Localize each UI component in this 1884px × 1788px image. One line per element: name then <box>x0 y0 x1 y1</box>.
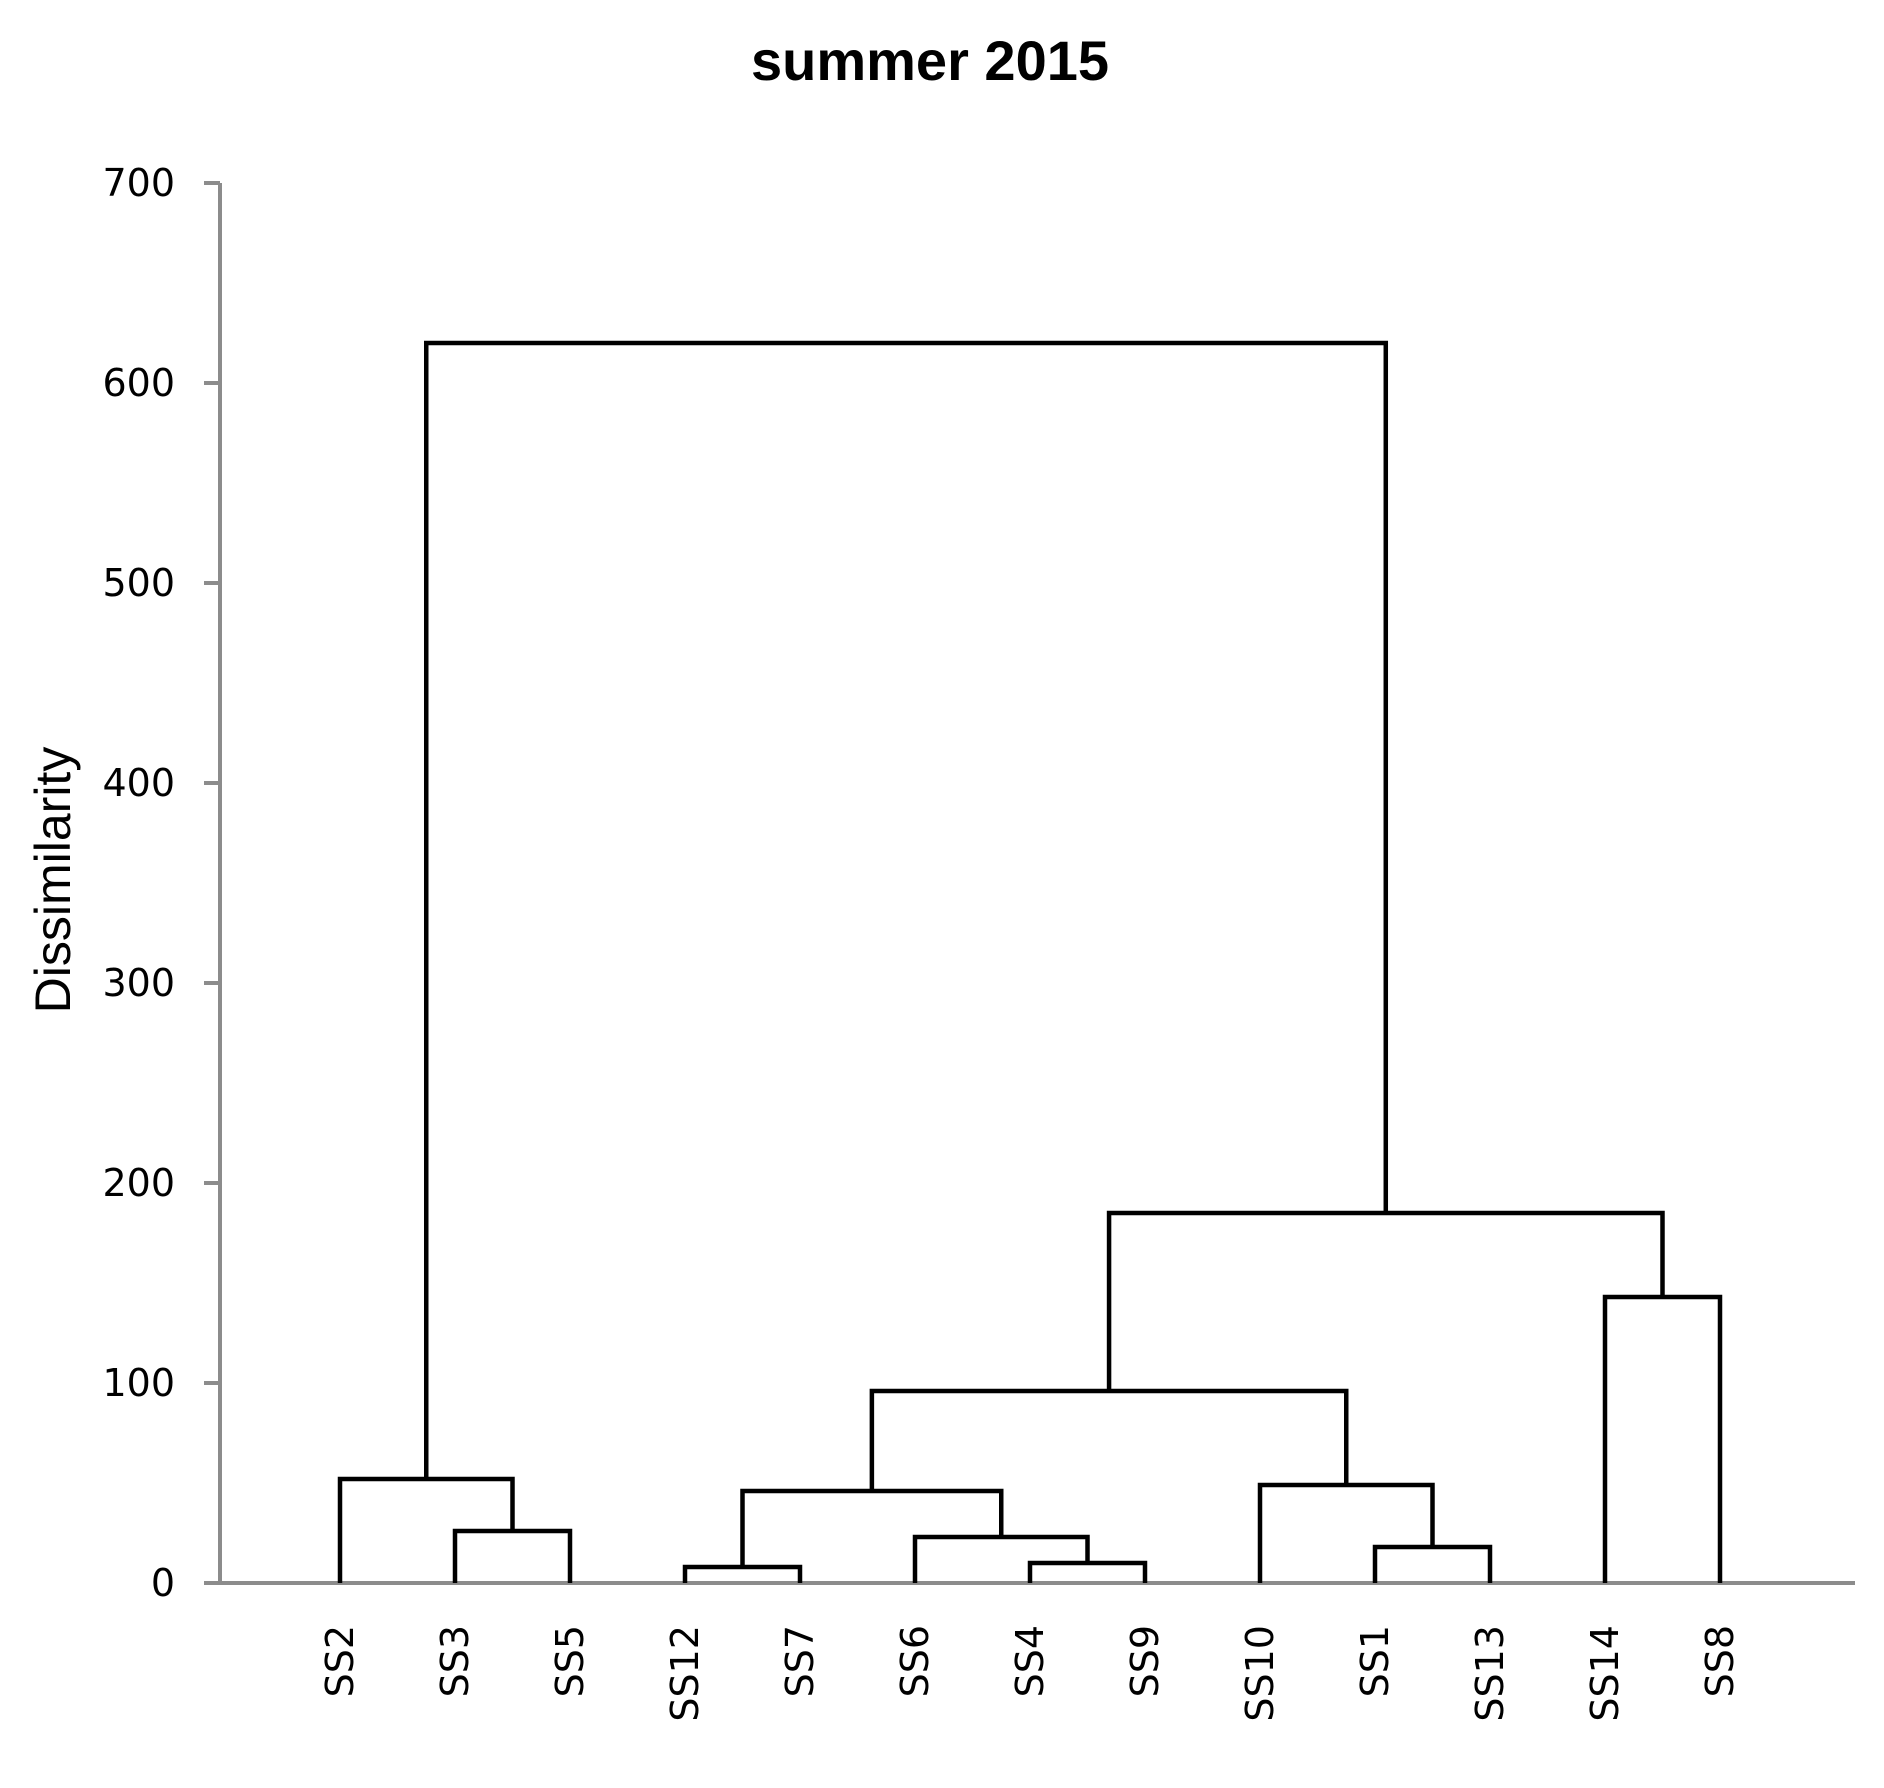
dendrogram-branches <box>337 340 1723 1583</box>
y-tick-label: 200 <box>102 1161 175 1205</box>
dendrogram-branch-3 <box>1372 1544 1493 1583</box>
dendrogram-branch-9 <box>869 1388 1349 1491</box>
leaf-label-ss8: SS8 <box>1698 1625 1742 1697</box>
dendrogram-branch-4 <box>912 1534 1090 1583</box>
leaf-label-ss14: SS14 <box>1583 1625 1627 1722</box>
y-tick-label: 0 <box>151 1561 175 1605</box>
dendrogram-branch-12 <box>424 340 1389 1479</box>
y-tick-label: 100 <box>102 1361 175 1405</box>
dendrogram-branch-6 <box>740 1488 1004 1567</box>
leaf-label-ss2: SS2 <box>318 1625 362 1697</box>
leaf-label-ss7: SS7 <box>778 1625 822 1697</box>
leaf-label-ss13: SS13 <box>1468 1625 1512 1722</box>
dendrogram-branch-10 <box>1602 1294 1723 1583</box>
leaf-label-ss10: SS10 <box>1238 1625 1282 1722</box>
chart-title: summer 2015 <box>751 29 1109 92</box>
dendrogram-branch-5 <box>452 1528 573 1583</box>
y-axis-label: Dissimilarity <box>25 747 81 1014</box>
y-tick-label: 400 <box>102 761 175 805</box>
dendrogram-branch-2 <box>1027 1560 1148 1583</box>
dendrogram-branch-7 <box>1257 1482 1435 1583</box>
leaf-label-ss4: SS4 <box>1008 1625 1052 1697</box>
y-tick-label: 600 <box>102 361 175 405</box>
dendrogram-branch-1 <box>682 1564 803 1583</box>
leaf-label-ss9: SS9 <box>1123 1625 1167 1697</box>
y-tick-label: 500 <box>102 561 175 605</box>
leaf-labels: SS2 SS3 SS5 SS12 SS7 SS6 SS4 SS9 SS10 SS1 SS13 SS14… <box>318 1625 1742 1722</box>
leaf-label-ss6: SS6 <box>893 1625 937 1697</box>
leaf-label-ss3: SS3 <box>433 1625 477 1697</box>
leaf-label-ss1: SS1 <box>1353 1625 1397 1697</box>
y-ticks: 0 100 200 300 400 500 600 700 <box>102 161 220 1605</box>
leaf-label-ss5: SS5 <box>548 1625 592 1697</box>
dendrogram-branch-11 <box>1106 1210 1665 1391</box>
y-tick-label: 300 <box>102 961 175 1005</box>
leaf-label-ss12: SS12 <box>663 1625 707 1722</box>
y-tick-label: 700 <box>102 161 175 205</box>
